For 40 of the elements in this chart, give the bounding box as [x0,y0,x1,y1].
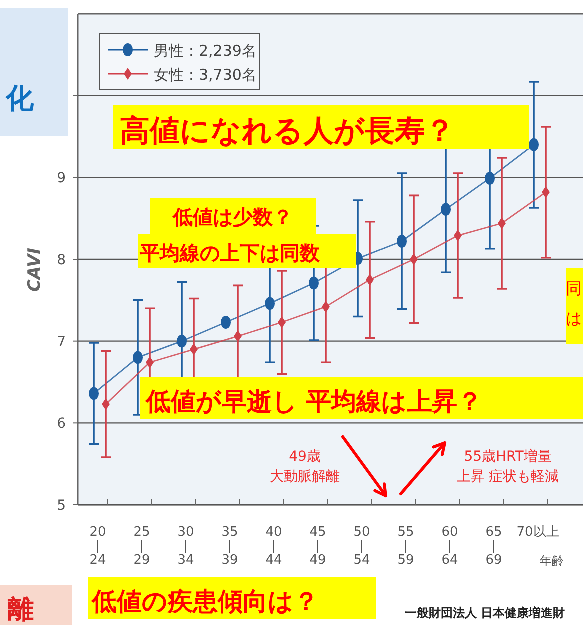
y-axis-title: CAVI [25,248,45,292]
annotation: は [566,309,582,328]
annotation: 高値になれる人が長寿？ [120,114,455,149]
annotation: 上昇 症状も軽減 [456,469,560,485]
annotation: 高値になれる人が長寿？ [113,105,529,149]
x-tick-label: 35 | 39 [222,525,238,568]
y-tick-label: 6 [57,416,66,432]
x-tick-label: 40 | 44 [266,525,282,568]
y-tick-label: 9 [57,170,66,187]
y-tick-label: 5 [57,498,66,514]
annotation: 低値は少数？ [150,198,316,234]
annotation: 平均線の上下は同数 [138,234,356,268]
x-tick-label: 50 | 54 [354,525,370,568]
annotation: 化 [0,8,68,136]
annotation: 同 [566,279,582,298]
y-tick-label: 8 [57,252,66,268]
annotation: 低値が早逝し 平均線は上昇？ [140,377,583,419]
annotation: 同 [566,268,583,308]
annotation: 低値の疾患傾向は？ [88,577,376,619]
annotation: 一般財団法人 日本健康増進財 [405,606,566,620]
annotation: は [566,308,583,344]
annotation: 離 [0,585,72,625]
x-tick-label: 70以上 [516,525,560,540]
x-tick-label: 25 | 29 [134,525,150,568]
x-axis-title: 年齢 [540,554,564,568]
legend-label: 男性：2,239名 [154,42,257,60]
x-tick-label: 30 | 34 [178,525,194,568]
y-tick-label: 7 [57,334,66,350]
annotation: 49歳 [289,449,321,465]
annotation: 大動脈解離 [270,469,340,485]
x-tick-label: 65 | 69 [486,525,502,568]
x-tick-label: 20 | 24 [90,525,106,568]
annotation: 低値が早逝し 平均線は上昇？ [145,387,483,416]
annotation: 平均線の上下は同数 [139,241,321,265]
x-tick-label: 60 | 64 [442,525,458,568]
legend-label: 女性：3,730名 [154,66,257,84]
annotation: 低値は少数？ [172,205,293,229]
x-tick-label: 55 | 59 [398,525,414,568]
x-tick-label: 45 | 49 [310,525,326,568]
annotation: 55歳HRT増量 [464,449,552,465]
